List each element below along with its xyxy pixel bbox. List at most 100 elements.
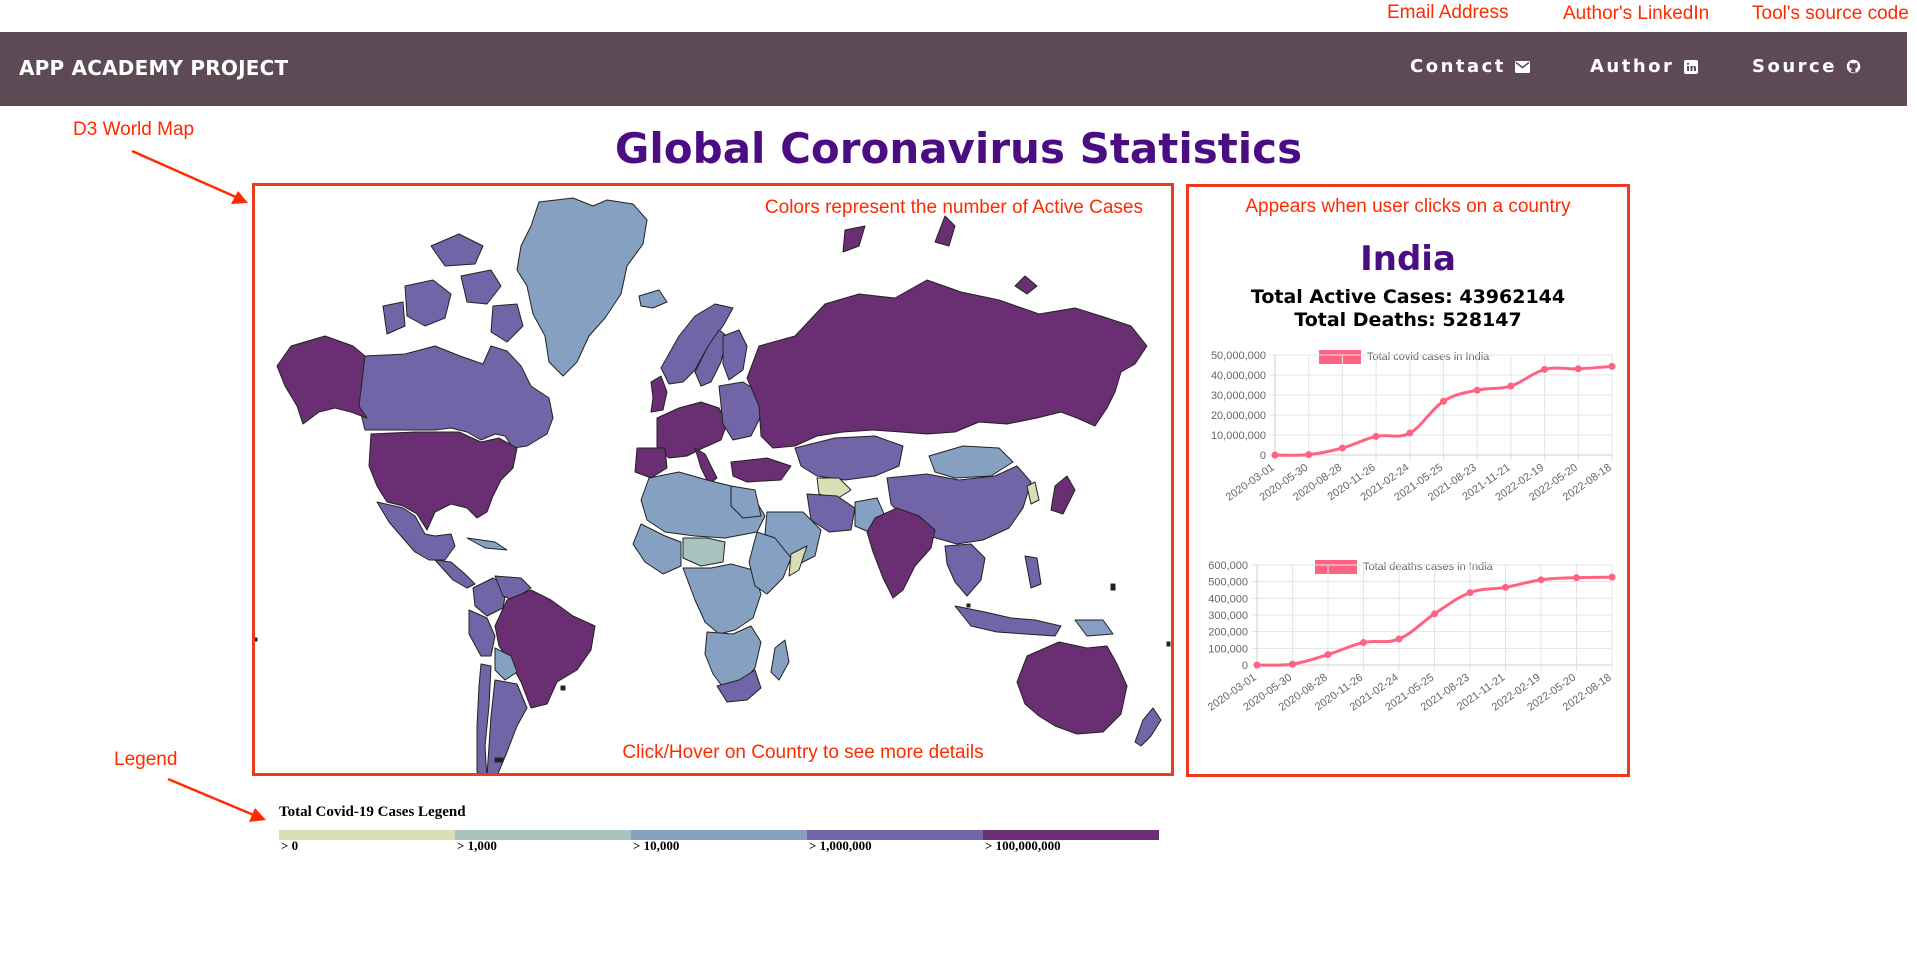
- islands-misc: [255, 583, 1171, 763]
- region-indonesia[interactable]: [954, 605, 1062, 637]
- country-central-america[interactable]: [434, 559, 476, 589]
- country-india[interactable]: [866, 507, 936, 599]
- country-south-africa[interactable]: [716, 669, 762, 703]
- nav-contact-link[interactable]: Contact: [1410, 56, 1530, 77]
- region-central-africa[interactable]: [682, 563, 762, 635]
- legend-label: > 0: [281, 838, 299, 853]
- country-bolivia[interactable]: [494, 647, 518, 681]
- chart-y-tick-label: 10,000,000: [1211, 430, 1266, 442]
- nav-author-link[interactable]: Author: [1590, 56, 1698, 77]
- map-hover-annotation: Click/Hover on Country to see more detai…: [622, 742, 983, 763]
- annotation-linkedin: Author's LinkedIn: [1563, 3, 1710, 24]
- country-turkey[interactable]: [730, 457, 792, 483]
- country-kazakhstan[interactable]: [794, 435, 904, 481]
- country-argentina[interactable]: [486, 679, 528, 773]
- country-philippines[interactable]: [1024, 555, 1042, 589]
- country-usa[interactable]: [368, 431, 518, 531]
- country-russia[interactable]: [746, 279, 1148, 449]
- country-canada-islands[interactable]: [382, 233, 524, 343]
- legend-swatch: [983, 830, 1159, 840]
- annotation-legend: Legend: [114, 749, 178, 770]
- legend-swatch: [631, 830, 807, 840]
- chart-y-tick-label: 0: [1260, 450, 1266, 462]
- region-east-africa[interactable]: [748, 531, 792, 595]
- legend-swatch: [279, 830, 455, 840]
- world-map-panel: Colors represent the number of Active Ca…: [252, 183, 1174, 776]
- nav-source-label: Source: [1752, 56, 1837, 77]
- country-australia[interactable]: [1016, 641, 1128, 735]
- country-madagascar[interactable]: [770, 639, 790, 681]
- legend-label: > 10,000: [633, 838, 680, 853]
- country-korea[interactable]: [1026, 481, 1040, 505]
- chart-data-point: [1502, 583, 1509, 591]
- legend-title: Total Covid-19 Cases Legend: [279, 804, 466, 820]
- region-sahel[interactable]: [682, 537, 726, 567]
- country-uk[interactable]: [650, 375, 668, 413]
- country-japan[interactable]: [1050, 475, 1076, 515]
- nav-source-link[interactable]: Source: [1752, 56, 1861, 77]
- chart-y-tick-label: 200,000: [1208, 627, 1248, 639]
- covid-deaths-chart[interactable]: Total deaths cases in India 0 100,000 200,0…: [1189, 554, 1627, 754]
- cases-legend: Total Covid-19 Cases Legend > 0 > 1,000 > …: [279, 800, 1159, 860]
- region-west-africa[interactable]: [632, 523, 682, 575]
- chart-data-point: [1440, 397, 1447, 405]
- selected-country-name: India: [1360, 239, 1456, 279]
- chart-data-point: [1608, 573, 1616, 581]
- envelope-icon: [1514, 59, 1530, 74]
- total-deaths: Total Deaths: 528147: [1294, 309, 1522, 331]
- page-title: Global Coronavirus Statistics: [614, 124, 1303, 173]
- region-western-europe[interactable]: [656, 401, 728, 459]
- brand-title[interactable]: APP ACADEMY PROJECT: [19, 56, 289, 80]
- legend-label: > 1,000: [457, 838, 497, 853]
- legend-swatch: [807, 830, 983, 840]
- country-mongolia[interactable]: [928, 445, 1014, 479]
- chart-y-tick-label: 400,000: [1208, 593, 1248, 605]
- country-png[interactable]: [1074, 619, 1114, 637]
- legend-arrow: [167, 777, 266, 822]
- country-cuba[interactable]: [466, 537, 508, 551]
- legend-label: > 1,000,000: [809, 838, 872, 853]
- chart-data-point: [1507, 382, 1515, 390]
- chart-data-point: [1305, 451, 1313, 459]
- chart-y-tick-label: 600,000: [1208, 560, 1248, 572]
- country-somalia[interactable]: [788, 545, 808, 577]
- chart-y-tick-label: 30,000,000: [1211, 390, 1266, 402]
- chart-y-tick-label: 300,000: [1208, 610, 1248, 622]
- map-colors-annotation: Colors represent the number of Active Ca…: [765, 197, 1143, 218]
- chart-data-point: [1573, 574, 1580, 582]
- chart-y-tick-label: 20,000,000: [1211, 410, 1266, 422]
- covid-cases-chart[interactable]: Total covid cases in India 0 10,000,000 20,…: [1189, 343, 1627, 553]
- country-iceland[interactable]: [638, 289, 668, 309]
- panel-click-annotation: Appears when user clicks on a country: [1245, 196, 1571, 217]
- chart-data-point: [1473, 386, 1481, 394]
- country-canada[interactable]: [352, 345, 554, 449]
- chart-data-point: [1338, 444, 1346, 452]
- chart-data-point: [1253, 661, 1261, 669]
- country-usa-alaska[interactable]: [276, 335, 368, 425]
- country-russia-north[interactable]: [842, 215, 1038, 295]
- legend-swatch: [455, 830, 631, 840]
- total-active-cases: Total Active Cases: 43962144: [1250, 286, 1566, 308]
- chart-data-point: [1271, 451, 1279, 459]
- country-spain[interactable]: [634, 447, 668, 479]
- chart-data-point: [1466, 589, 1474, 597]
- region-southeast-asia[interactable]: [944, 543, 986, 597]
- chart-y-tick-label: 100,000: [1208, 643, 1248, 655]
- country-mexico[interactable]: [376, 501, 456, 561]
- region-central-asia[interactable]: [816, 477, 852, 501]
- annotation-source: Tool's source code: [1752, 3, 1909, 24]
- country-greenland[interactable]: [516, 197, 648, 377]
- chart-data-point: [1541, 365, 1549, 373]
- world-map[interactable]: Colors represent the number of Active Ca…: [255, 186, 1171, 773]
- country-egypt[interactable]: [730, 485, 762, 519]
- country-finland[interactable]: [722, 329, 748, 381]
- navbar: APP ACADEMY PROJECT Contact Author Sourc…: [0, 32, 1907, 106]
- chart-y-tick-label: 40,000,000: [1211, 370, 1266, 382]
- chart-data-point: [1360, 639, 1367, 646]
- country-chile[interactable]: [476, 663, 492, 773]
- country-norway[interactable]: [660, 303, 734, 385]
- country-peru[interactable]: [468, 609, 496, 657]
- country-new-zealand[interactable]: [1134, 707, 1162, 747]
- chart-y-tick-label: 500,000: [1208, 577, 1248, 589]
- region-eastern-europe[interactable]: [718, 381, 762, 441]
